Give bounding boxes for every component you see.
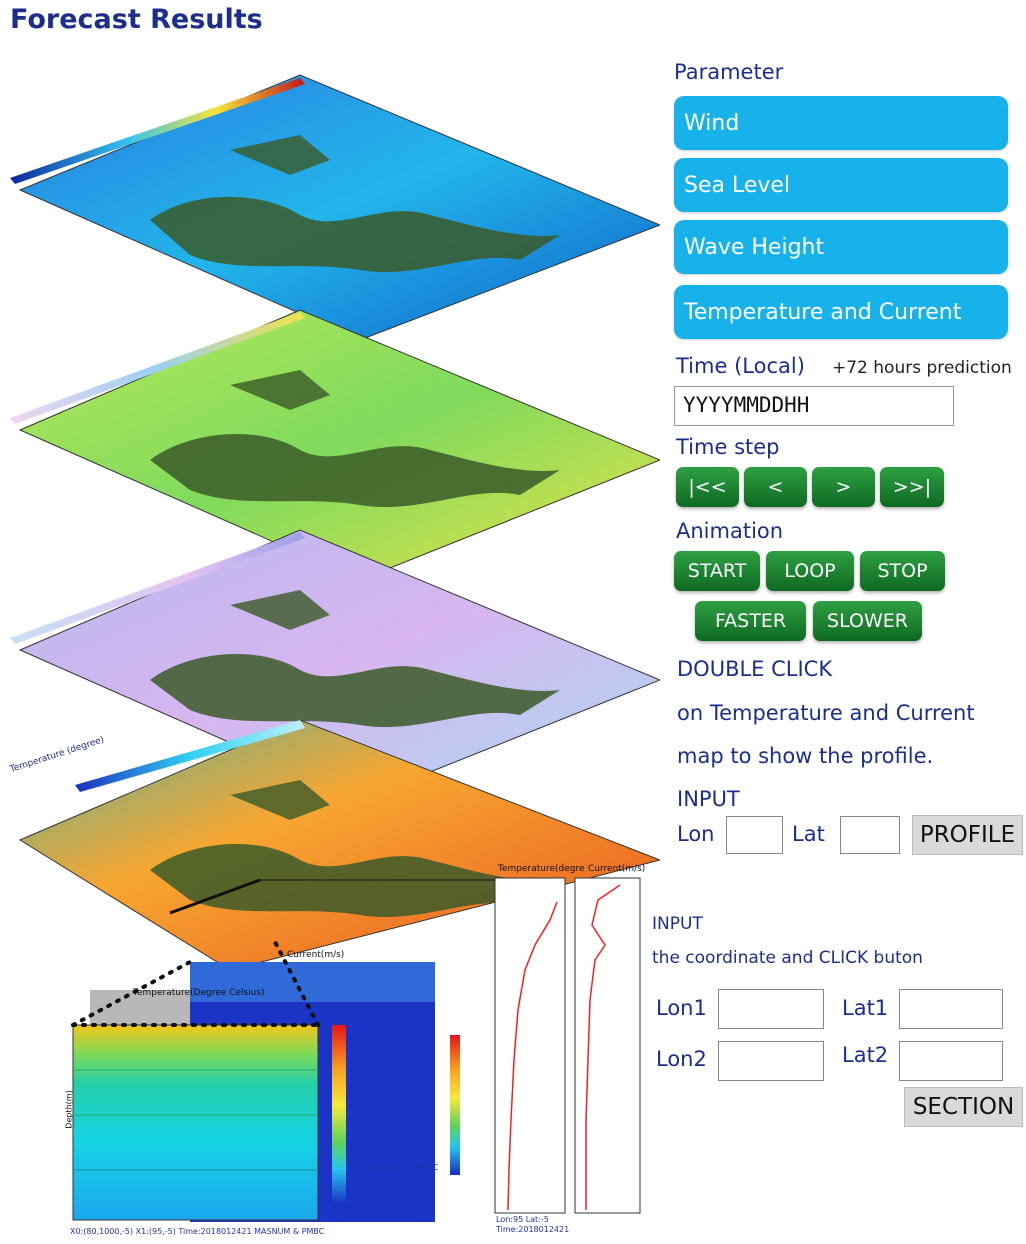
temperature-current-button[interactable]: Temperature and Current	[674, 285, 1008, 339]
profile-input-label: INPUT	[677, 787, 740, 811]
last-step-button[interactable]: >>|	[880, 467, 944, 507]
profile-plots	[260, 877, 641, 1214]
lat2-input[interactable]	[899, 1041, 1003, 1081]
current-footer: MASNUM & PMBC	[368, 1163, 439, 1172]
lon-input[interactable]	[726, 816, 783, 854]
section-button[interactable]: SECTION	[904, 1087, 1023, 1127]
time-note: +72 hours prediction	[832, 358, 1012, 378]
profile-footer-2: Time:2018012421	[496, 1225, 570, 1234]
section-input-label: INPUT	[652, 914, 703, 934]
instruction-line-2: on Temperature and Current	[677, 701, 975, 725]
temperature-map-layer	[18, 719, 662, 971]
lon2-input[interactable]	[718, 1041, 824, 1081]
lat-input[interactable]	[840, 816, 900, 854]
stop-button[interactable]: STOP	[860, 551, 945, 591]
lon1-input[interactable]	[718, 989, 824, 1029]
profile-button[interactable]: PROFILE	[912, 815, 1023, 855]
slower-button[interactable]: SLOWER	[813, 601, 922, 641]
lat1-label: Lat1	[842, 996, 889, 1020]
profile-temp-title: Temperature(degre	[498, 864, 585, 874]
section-temp-title: Temperature(Degree Celsius)	[133, 988, 265, 998]
lon1-label: Lon1	[656, 996, 707, 1020]
parameter-label: Parameter	[674, 60, 784, 84]
wind-button[interactable]: Wind	[674, 96, 1008, 150]
time-input[interactable]: YYYYMMDDHH	[674, 386, 954, 426]
page-title: Forecast Results	[10, 4, 263, 35]
sea-level-button[interactable]: Sea Level	[674, 158, 1008, 212]
wave-map-layer	[10, 529, 662, 801]
profile-current-title: Current(m/s)	[588, 864, 646, 874]
time-label: Time (Local)	[676, 354, 805, 378]
lat2-label: Lat2	[842, 1043, 889, 1067]
start-button[interactable]: START	[674, 551, 760, 591]
profile-footer-1: Lon:95 Lat:-5	[496, 1215, 549, 1224]
time-step-label: Time step	[676, 435, 780, 459]
instruction-line-3: map to show the profile.	[677, 744, 934, 768]
prev-step-button[interactable]: <	[744, 467, 807, 507]
first-step-button[interactable]: |<<	[676, 467, 739, 507]
next-step-button[interactable]: >	[812, 467, 875, 507]
layered-maps	[10, 74, 662, 1222]
faster-button[interactable]: FASTER	[695, 601, 806, 641]
loop-button[interactable]: LOOP	[766, 551, 854, 591]
wave-height-button[interactable]: Wave Height	[674, 220, 1008, 274]
forecast-map-stack[interactable]: Temperature(Degree Celsius) Current(m/s)…	[0, 40, 662, 1240]
instruction-line-1: DOUBLE CLICK	[677, 657, 833, 681]
wind-map-layer	[10, 74, 662, 341]
lat1-input[interactable]	[899, 989, 1003, 1029]
lon-label: Lon	[677, 822, 715, 846]
sealevel-map-layer	[10, 309, 662, 581]
depth-axis-label: Depth(m)	[64, 1090, 74, 1129]
lon2-label: Lon2	[656, 1047, 707, 1071]
section-footer: X0:(80,1000,-5) X1:(95,-5) Time:20180124…	[70, 1227, 325, 1236]
animation-label: Animation	[676, 519, 784, 543]
section-current-title: Current(m/s)	[287, 950, 345, 960]
lat-label: Lat	[792, 822, 825, 846]
section-plots	[71, 940, 460, 1222]
section-instruction: the coordinate and CLICK buton	[652, 948, 923, 968]
